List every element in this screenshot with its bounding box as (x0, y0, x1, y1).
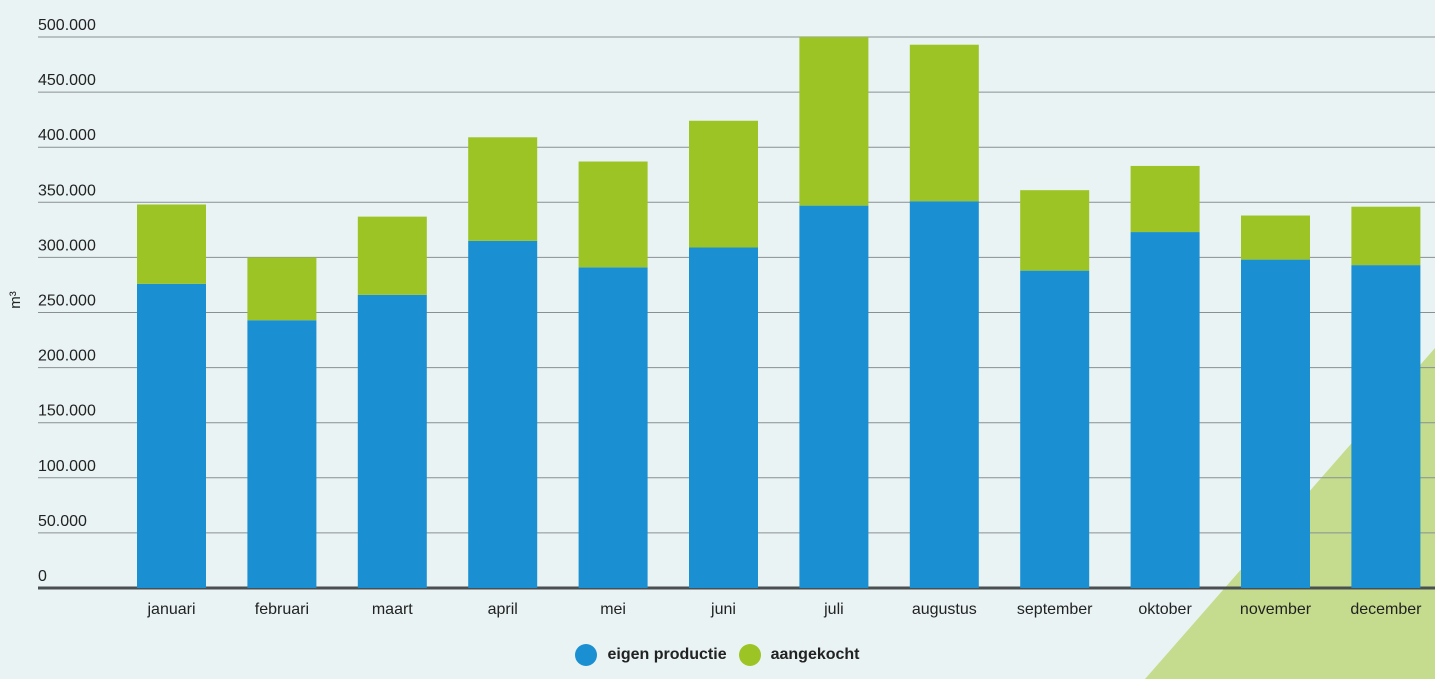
bar-oktober-eigen-productie (1130, 232, 1200, 588)
bar-april-aangekocht (468, 137, 538, 241)
y-axis-title: m³ (7, 291, 24, 309)
x-tick-label-april: april (488, 601, 518, 618)
y-tick-label-2: 100.000 (38, 458, 96, 475)
x-tick-label-december: december (1350, 601, 1422, 618)
bar-mei-aangekocht (578, 161, 648, 268)
y-tick-label-1: 50.000 (38, 513, 87, 530)
legend-swatch-aangekocht (738, 644, 761, 666)
y-tick-label-0: 0 (38, 568, 47, 585)
bar-augustus-aangekocht (909, 44, 979, 202)
bar-november-eigen-productie (1241, 259, 1310, 588)
bar-september-eigen-productie (1020, 270, 1090, 588)
y-tick-label-7: 350.000 (38, 182, 96, 199)
bar-maart-aangekocht (357, 216, 427, 295)
bar-september-aangekocht (1020, 190, 1090, 271)
legend-swatch-eigen-productie (575, 644, 598, 666)
x-tick-label-juli: juli (823, 601, 844, 618)
bar-november-aangekocht (1241, 215, 1310, 260)
bar-augustus-eigen-productie (909, 201, 979, 588)
bar-februari-eigen-productie (247, 320, 317, 588)
legend-label-aangekocht: aangekocht (770, 646, 860, 663)
bar-juni-eigen-productie (689, 247, 758, 588)
y-tick-label-3: 150.000 (38, 403, 96, 420)
x-tick-label-augustus: augustus (912, 601, 977, 618)
bar-januari-aangekocht (137, 204, 206, 284)
bar-oktober-aangekocht (1130, 165, 1200, 233)
x-tick-label-oktober: oktober (1138, 601, 1192, 618)
bar-april-eigen-productie (468, 240, 538, 588)
y-tick-label-9: 450.000 (38, 72, 96, 89)
y-tick-label-5: 250.000 (38, 293, 96, 310)
bar-januari-eigen-productie (137, 283, 206, 588)
y-tick-label-4: 200.000 (38, 348, 96, 365)
bar-maart-eigen-productie (357, 294, 427, 588)
bars-layer (137, 37, 1421, 588)
x-tick-label-november: november (1240, 601, 1312, 618)
bar-juli-eigen-productie (799, 205, 869, 588)
bar-december-eigen-productie (1351, 265, 1421, 588)
x-tick-label-mei: mei (600, 601, 626, 618)
legend-label-eigen-productie: eigen productie (607, 646, 727, 663)
bar-december-aangekocht (1351, 206, 1421, 266)
legend-item-eigen-productie: eigen productie (575, 644, 727, 666)
bar-juni-aangekocht (689, 120, 758, 248)
x-tick-label-januari: januari (146, 601, 195, 618)
x-tick-label-maart: maart (372, 601, 413, 618)
x-tick-label-februari: februari (255, 601, 309, 618)
bar-februari-aangekocht (247, 257, 317, 321)
y-tick-label-10: 500.000 (38, 17, 96, 34)
legend: eigen productie aangekocht (0, 644, 1435, 666)
y-tick-label-6: 300.000 (38, 237, 96, 254)
labels-layer: 0 50.000 100.000 150.000 200.000 250.000 300.0… (38, 17, 1422, 618)
x-tick-label-juni: juni (710, 601, 736, 618)
bar-juli-aangekocht (799, 37, 869, 206)
bar-mei-eigen-productie (578, 267, 648, 588)
y-tick-label-8: 400.000 (38, 127, 96, 144)
x-tick-label-september: september (1017, 601, 1093, 618)
legend-item-aangekocht: aangekocht (738, 644, 860, 666)
